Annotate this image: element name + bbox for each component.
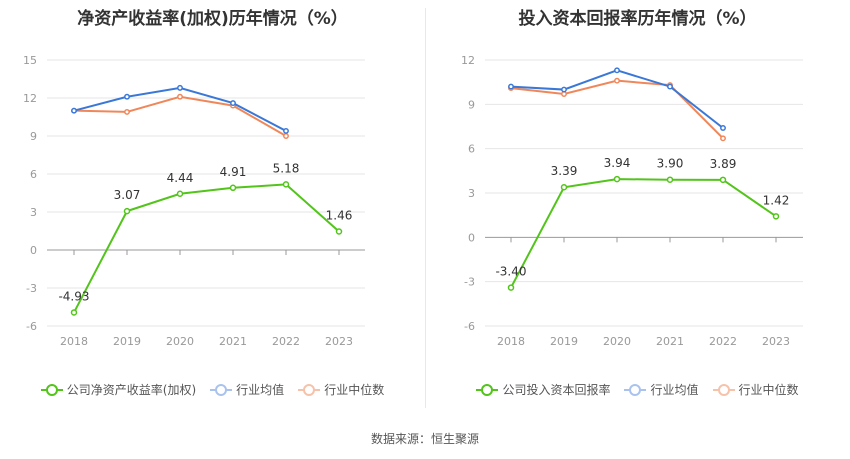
- data-point-company: [282, 181, 290, 188]
- legend-label: 行业中位数: [738, 383, 799, 397]
- legend-marker-blue-icon: [624, 383, 647, 396]
- legend-label: 行业均值: [236, 383, 285, 397]
- chart-panel-roic: 投入资本回报率历年情况（%） 12 9 6 3 0 -3 -6 2018 2019 2020 202…: [425, 0, 850, 410]
- y-tick-label: 3: [468, 187, 475, 200]
- chart-title: 净资产收益率(加权)历年情况（%）: [77, 9, 348, 29]
- chart-legend: 公司投入资本回报率 行业均值 行业中位数: [425, 381, 850, 398]
- data-point-avg: [124, 93, 130, 100]
- x-tick-label: 2019: [550, 335, 578, 348]
- y-tick-label: 3: [30, 206, 37, 219]
- x-tick-label: 2018: [497, 335, 525, 348]
- y-tick-label: 0: [30, 244, 37, 257]
- data-point-company: [176, 190, 184, 198]
- data-point-company: [229, 184, 237, 192]
- legend-item-avg[interactable]: 行业均值: [624, 381, 699, 398]
- data-point-median: [614, 77, 620, 84]
- data-point-company: [613, 175, 621, 183]
- y-tick-label: 6: [468, 143, 475, 156]
- x-tick-label: 2020: [603, 335, 631, 348]
- x-tick-label: 2020: [166, 335, 194, 348]
- data-label: 3.89: [710, 157, 737, 171]
- legend-label: 行业均值: [650, 383, 699, 397]
- chart-legend: 公司净资产收益率(加权) 行业均值 行业中位数: [0, 381, 425, 398]
- data-label: 4.91: [220, 165, 247, 179]
- data-label: 3.90: [657, 157, 684, 171]
- y-tick-label: 9: [468, 98, 475, 111]
- legend-label: 公司净资产收益率(加权): [66, 383, 197, 397]
- panel-divider: [425, 8, 426, 408]
- data-point-company: [123, 207, 131, 215]
- legend-label: 公司投入资本回报率: [502, 383, 611, 397]
- x-tick-label: 2018: [60, 335, 88, 348]
- data-point-median: [283, 133, 289, 139]
- legend-marker-orange-icon: [298, 383, 321, 396]
- data-point-median: [124, 108, 130, 115]
- y-tick-label: -6: [464, 320, 475, 333]
- data-point-avg: [614, 67, 620, 74]
- data-point-company: [507, 284, 515, 291]
- data-source-note: 数据来源：恒生聚源: [370, 432, 479, 446]
- y-tick-label: -3: [26, 282, 37, 295]
- legend-marker-orange-icon: [712, 383, 735, 396]
- x-tick-label: 2023: [325, 335, 353, 348]
- y-tick-label: 12: [461, 54, 475, 67]
- chart-panel-roe: 净资产收益率(加权)历年情况（%） 15 12 9 6 3 0 -3 -6 2018 2019 20…: [0, 0, 425, 410]
- legend-item-median[interactable]: 行业中位数: [298, 381, 384, 398]
- data-point-avg: [177, 84, 183, 91]
- data-point-median: [720, 135, 726, 142]
- data-point-company: [666, 176, 674, 183]
- data-label: -3.40: [495, 265, 526, 279]
- roe-chart-plot: 15 12 9 6 3 0 -3 -6 2018 2019 2020 2021 2022 2023 -4.9…: [23, 54, 365, 348]
- y-tick-label: -3: [464, 276, 475, 289]
- data-label: 4.44: [167, 171, 194, 185]
- series-line-company: [510, 178, 777, 289]
- y-tick-label: -6: [26, 320, 37, 333]
- data-label: 1.42: [763, 193, 790, 207]
- data-point-avg: [667, 83, 673, 90]
- chart-title: 投入资本回报率历年情况（%）: [518, 9, 757, 29]
- data-label: 3.94: [604, 156, 631, 170]
- data-label: 1.46: [326, 209, 353, 223]
- data-point-avg: [230, 100, 236, 107]
- x-tick-label: 2022: [272, 335, 300, 348]
- data-point-company: [719, 176, 727, 184]
- roic-chart-plot: 12 9 6 3 0 -3 -6 2018 2019 2020 2021 2022 2023 -3.40 3…: [461, 54, 803, 348]
- y-tick-label: 0: [468, 231, 475, 244]
- y-tick-label: 9: [30, 130, 37, 143]
- y-tick-label: 12: [23, 92, 37, 105]
- y-tick-label: 6: [30, 168, 37, 181]
- legend-label: 行业中位数: [324, 383, 385, 397]
- x-tick-label: 2019: [113, 335, 141, 348]
- legend-item-avg[interactable]: 行业均值: [210, 381, 284, 398]
- legend-item-median[interactable]: 行业中位数: [712, 381, 799, 398]
- data-point-avg: [561, 86, 567, 93]
- data-point-avg: [508, 83, 514, 90]
- x-tick-label: 2021: [656, 335, 684, 348]
- data-point-company: [560, 183, 568, 191]
- data-label: 3.39: [551, 164, 578, 178]
- data-label: 3.07: [114, 188, 141, 202]
- x-tick-label: 2021: [219, 335, 247, 348]
- legend-marker-green-icon: [476, 383, 499, 396]
- data-point-median: [177, 93, 183, 100]
- y-tick-label: 15: [23, 54, 37, 67]
- legend-marker-green-icon: [40, 383, 63, 396]
- data-point-company: [772, 213, 780, 220]
- data-point-avg: [720, 125, 726, 131]
- data-label: 5.18: [273, 161, 300, 175]
- legend-item-company[interactable]: 公司投入资本回报率: [476, 381, 610, 398]
- legend-item-company[interactable]: 公司净资产收益率(加权): [40, 381, 197, 398]
- data-label: -4.93: [58, 289, 89, 303]
- data-point-company: [70, 309, 78, 316]
- data-point-avg: [71, 107, 77, 114]
- legend-marker-blue-icon: [210, 383, 233, 396]
- x-tick-label: 2023: [762, 335, 790, 348]
- series-line-company: [73, 183, 340, 313]
- x-tick-label: 2022: [709, 335, 737, 348]
- data-point-avg: [283, 127, 289, 134]
- data-point-company: [335, 228, 343, 235]
